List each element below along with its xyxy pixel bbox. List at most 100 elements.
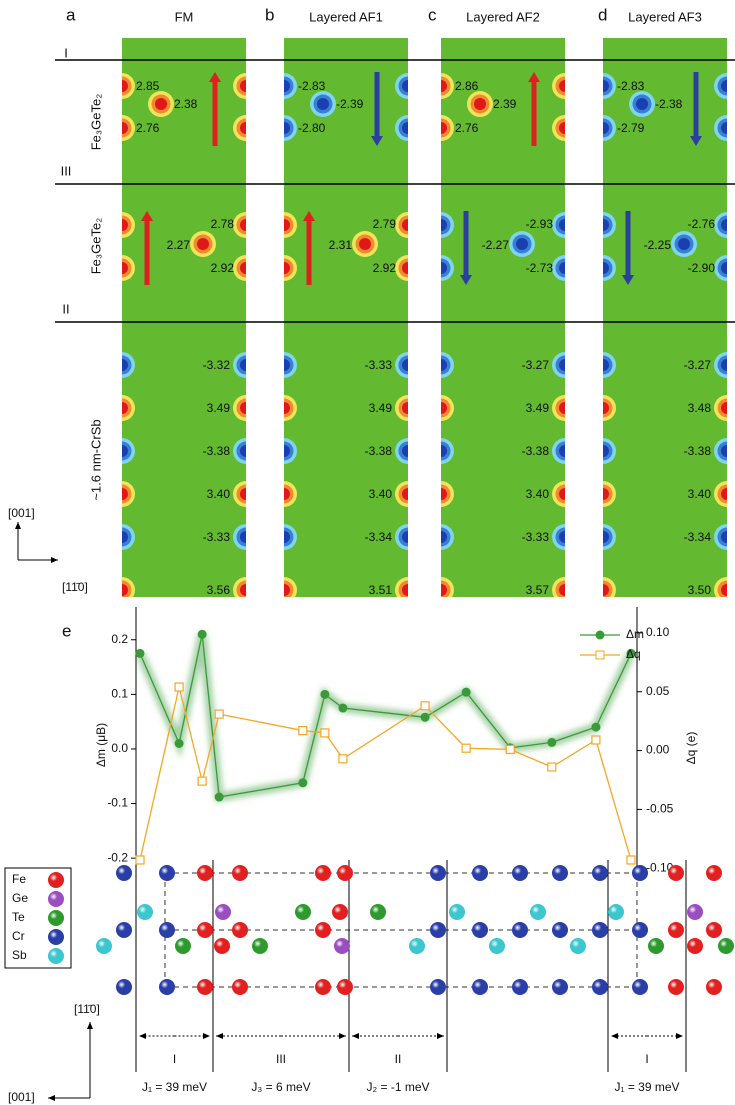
- atom: [48, 910, 64, 926]
- spin-density: [721, 402, 727, 414]
- moment-label: 3.49: [207, 401, 231, 415]
- moment-label: -2.93: [526, 217, 554, 231]
- spin-density: [441, 262, 447, 274]
- atom: [489, 938, 505, 954]
- legend-marker: [595, 630, 605, 640]
- moment-label: 2.86: [455, 79, 479, 93]
- moment-label: -3.38: [522, 444, 550, 458]
- atom: [512, 979, 528, 995]
- coupling-label: J₁ = 39 meV: [142, 1080, 207, 1094]
- moment-label: 2.31: [329, 238, 353, 252]
- moment-label: -2.83: [617, 79, 645, 93]
- row-label: Fe₃GeTe₂: [88, 218, 103, 275]
- moment-label: 3.49: [369, 401, 393, 415]
- atom: [668, 979, 684, 995]
- spin-density: [240, 445, 246, 457]
- spin-density: [122, 80, 128, 92]
- spin-density: [721, 359, 727, 371]
- atom: [214, 938, 230, 954]
- moment-arrow-head: [371, 136, 383, 146]
- moment-label: 2.38: [174, 97, 198, 111]
- layer-label: II: [395, 1052, 402, 1066]
- spin-density: [441, 359, 447, 371]
- spin-density: [559, 80, 565, 92]
- spin-density: [559, 262, 565, 274]
- legend-label: Δq: [626, 647, 641, 661]
- data-point: [135, 855, 145, 865]
- data-point: [591, 722, 601, 732]
- spin-density: [240, 531, 246, 543]
- layer-label: II: [62, 301, 69, 316]
- moment-label: -3.38: [684, 444, 712, 458]
- legend-marker: [595, 650, 605, 660]
- panel-title: FM: [175, 9, 194, 24]
- atom: [332, 904, 348, 920]
- spin-density: [240, 584, 246, 596]
- atom: [608, 904, 624, 920]
- tick-label: 0.05: [646, 684, 670, 698]
- moment-label: 2.79: [373, 217, 397, 231]
- layer-label: III: [276, 1052, 286, 1066]
- atom: [409, 938, 425, 954]
- atom: [592, 865, 608, 881]
- data-point: [197, 629, 207, 639]
- atom: [512, 922, 528, 938]
- legend-label: Fe: [12, 872, 26, 886]
- spin-density: [402, 584, 408, 596]
- spin-density: [603, 359, 609, 371]
- spin-density: [559, 219, 565, 231]
- atom: [137, 904, 153, 920]
- data-point: [214, 792, 224, 802]
- spin-density: [240, 402, 246, 414]
- atom: [718, 938, 734, 954]
- atom: [552, 922, 568, 938]
- spin-density: [402, 80, 408, 92]
- data-point: [420, 701, 430, 711]
- spin-density: [402, 359, 408, 371]
- data-point: [338, 754, 348, 764]
- moment-label: -3.38: [365, 444, 393, 458]
- atom: [232, 865, 248, 881]
- spin-density: [559, 402, 565, 414]
- spin-density: [721, 80, 727, 92]
- moment-label: 3.48: [688, 401, 712, 415]
- spin-density: [122, 122, 128, 134]
- coupling-label: J₃ = 6 meV: [251, 1080, 310, 1094]
- atom: [295, 904, 311, 920]
- data-point: [626, 855, 636, 865]
- data-point: [547, 737, 557, 747]
- data-point: [320, 689, 330, 699]
- atom: [687, 938, 703, 954]
- atom: [592, 922, 608, 938]
- layer-label: I: [645, 1052, 648, 1066]
- panel-background: [603, 38, 727, 597]
- atom: [159, 865, 175, 881]
- layer-label: I: [64, 45, 68, 60]
- series-glow: [135, 633, 636, 803]
- data-point: [591, 735, 601, 745]
- data-point: [174, 682, 184, 692]
- spin-density: [155, 98, 167, 110]
- spin-density: [516, 238, 528, 250]
- atom: [197, 979, 213, 995]
- spin-density: [122, 445, 128, 457]
- atom: [512, 865, 528, 881]
- legend-label: Sb: [12, 948, 27, 962]
- panel: [603, 38, 727, 597]
- coupling-label: J₁ = 39 meV: [614, 1080, 679, 1094]
- moment-arrow-head: [209, 72, 221, 82]
- spin-density: [441, 488, 447, 500]
- data-point: [135, 648, 145, 658]
- spin-density: [721, 584, 727, 596]
- atom: [449, 904, 465, 920]
- spin-density: [284, 359, 290, 371]
- spin-density: [603, 122, 609, 134]
- panel-background: [284, 38, 408, 597]
- moment-label: -2.90: [688, 261, 716, 275]
- atom: [197, 865, 213, 881]
- tick-label: 0.10: [646, 625, 670, 639]
- moment-label: -3.38: [203, 444, 231, 458]
- moment-label: 2.92: [211, 261, 235, 275]
- data-point: [214, 709, 224, 719]
